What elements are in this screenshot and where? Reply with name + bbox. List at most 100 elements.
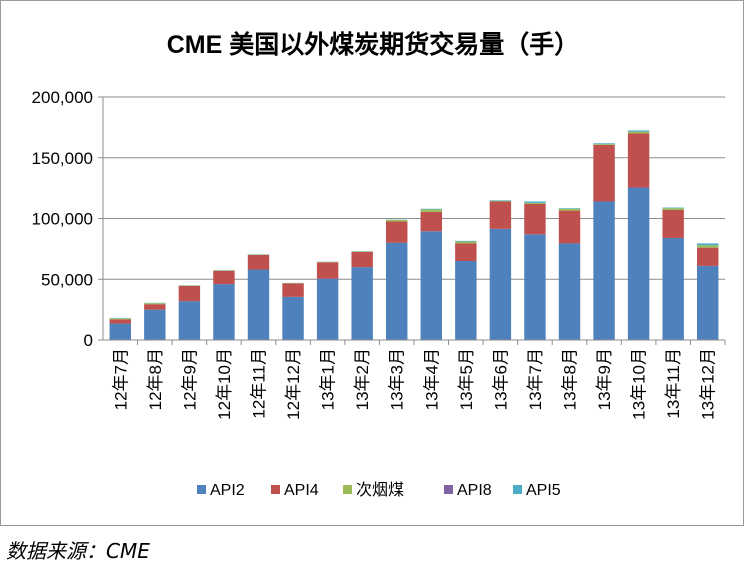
bar-segment (455, 241, 477, 244)
bar-segment (109, 318, 131, 320)
y-tick-label: 0 (84, 331, 93, 350)
bar-segment (213, 270, 235, 285)
bar-segment (386, 242, 408, 340)
bar-segment (455, 243, 477, 262)
bar-segment (627, 133, 650, 188)
bar-segment (593, 143, 615, 145)
bar-segment (455, 240, 477, 242)
y-tick-label: 200,000 (32, 88, 93, 107)
bar-segment (351, 251, 373, 268)
x-tick-label: 13年7月 (526, 348, 545, 410)
x-tick-label: 13年3月 (388, 348, 407, 410)
bar-segment (420, 209, 442, 212)
bar-segment (627, 130, 650, 132)
bar-segment (489, 228, 512, 340)
x-tick-label: 13年6月 (491, 348, 510, 410)
bar-segment (282, 283, 304, 297)
bar-segment (386, 221, 408, 243)
bar-segment (282, 296, 304, 340)
bar-stacks (109, 130, 719, 340)
x-tick-label: 12年9月 (180, 348, 199, 410)
source-note: 数据来源：CME (6, 539, 150, 563)
legend-label: API2 (210, 482, 245, 499)
x-tick-label: 13年5月 (457, 348, 476, 410)
x-tick-label: 12年10月 (215, 348, 234, 420)
x-tick-label: 13年8月 (561, 348, 580, 410)
chart-svg: CME 美国以外煤炭期货交易量（手） 0 50,000 100,000 150,000… (32, 30, 726, 499)
bar-segment (697, 245, 719, 248)
bar-segment (558, 210, 581, 244)
bar-segment (489, 200, 512, 201)
legend: API2 API4 次烟煤 API8 API5 (197, 481, 561, 499)
grid-lines (98, 96, 725, 341)
y-axis-ticks: 0 50,000 100,000 150,000 200,000 (32, 88, 93, 350)
bar-segment (247, 254, 270, 270)
bar-segment (627, 187, 650, 340)
bar-segment (109, 323, 131, 340)
axes (102, 97, 726, 345)
bar-segment (524, 203, 546, 235)
bar-segment (144, 303, 166, 305)
bar-segment (593, 144, 615, 202)
y-tick-label: 50,000 (41, 270, 93, 289)
bar-segment (524, 234, 546, 340)
bar-segment (420, 231, 442, 340)
bar-segment (144, 309, 166, 340)
bar-segment (558, 208, 581, 211)
legend-swatch (197, 485, 206, 494)
x-tick-label: 13年9月 (595, 348, 614, 410)
x-tick-label: 12年11月 (250, 348, 269, 419)
bar-segment (420, 211, 442, 232)
bar-segment (593, 144, 615, 145)
y-tick-label: 150,000 (32, 149, 93, 168)
legend-swatch (513, 485, 522, 494)
x-tick-label: 13年12月 (699, 348, 718, 420)
bar-segment (386, 219, 408, 222)
x-tick-label: 13年10月 (630, 348, 649, 420)
x-tick-label: 12年8月 (146, 348, 165, 410)
bar-segment (420, 208, 442, 210)
bar-segment (697, 247, 719, 266)
bar-segment (316, 278, 339, 340)
legend-label: API8 (457, 482, 492, 499)
bar-segment (524, 202, 546, 204)
legend-swatch (271, 485, 280, 494)
bar-segment (558, 243, 581, 340)
bar-segment (213, 284, 235, 340)
bar-segment (489, 200, 512, 202)
bar-segment (627, 131, 650, 134)
bar-segment (524, 201, 546, 203)
x-tick-label: 13年11月 (664, 348, 683, 419)
bar-segment (593, 201, 615, 340)
legend-swatch (444, 485, 453, 494)
bar-segment (662, 207, 684, 209)
x-tick-label: 12年12月 (284, 348, 303, 420)
legend-label: API4 (284, 482, 319, 499)
x-axis-ticks: 12年7月 12年8月 12年9月 12年10月 12年11月 12年12月 13年1月 13… (111, 348, 717, 420)
bar-segment (697, 243, 719, 246)
x-tick-label: 13年2月 (353, 348, 372, 410)
bar-segment (662, 209, 684, 238)
x-tick-label: 13年1月 (319, 348, 338, 410)
bar-segment (178, 285, 201, 302)
bar-segment (178, 301, 201, 340)
bar-segment (316, 262, 339, 279)
bar-segment (558, 208, 581, 209)
bar-segment (144, 304, 166, 310)
chart-title: CME 美国以外煤炭期货交易量（手） (167, 30, 580, 59)
bar-segment (662, 237, 684, 340)
y-tick-label: 100,000 (32, 210, 93, 229)
chart-frame: CME 美国以外煤炭期货交易量（手） 0 50,000 100,000 150,000… (0, 0, 744, 526)
bar-segment (489, 201, 512, 229)
bar-segment (351, 267, 373, 340)
legend-swatch (343, 485, 352, 494)
legend-label: 次烟煤 (356, 481, 404, 499)
x-tick-label: 13年4月 (422, 348, 441, 410)
bar-segment (109, 319, 131, 324)
x-tick-label: 12年7月 (111, 348, 130, 410)
bar-segment (697, 265, 719, 340)
bar-segment (455, 261, 477, 340)
bar-segment (662, 208, 684, 210)
bar-segment (247, 269, 270, 340)
legend-label: API5 (526, 482, 561, 499)
